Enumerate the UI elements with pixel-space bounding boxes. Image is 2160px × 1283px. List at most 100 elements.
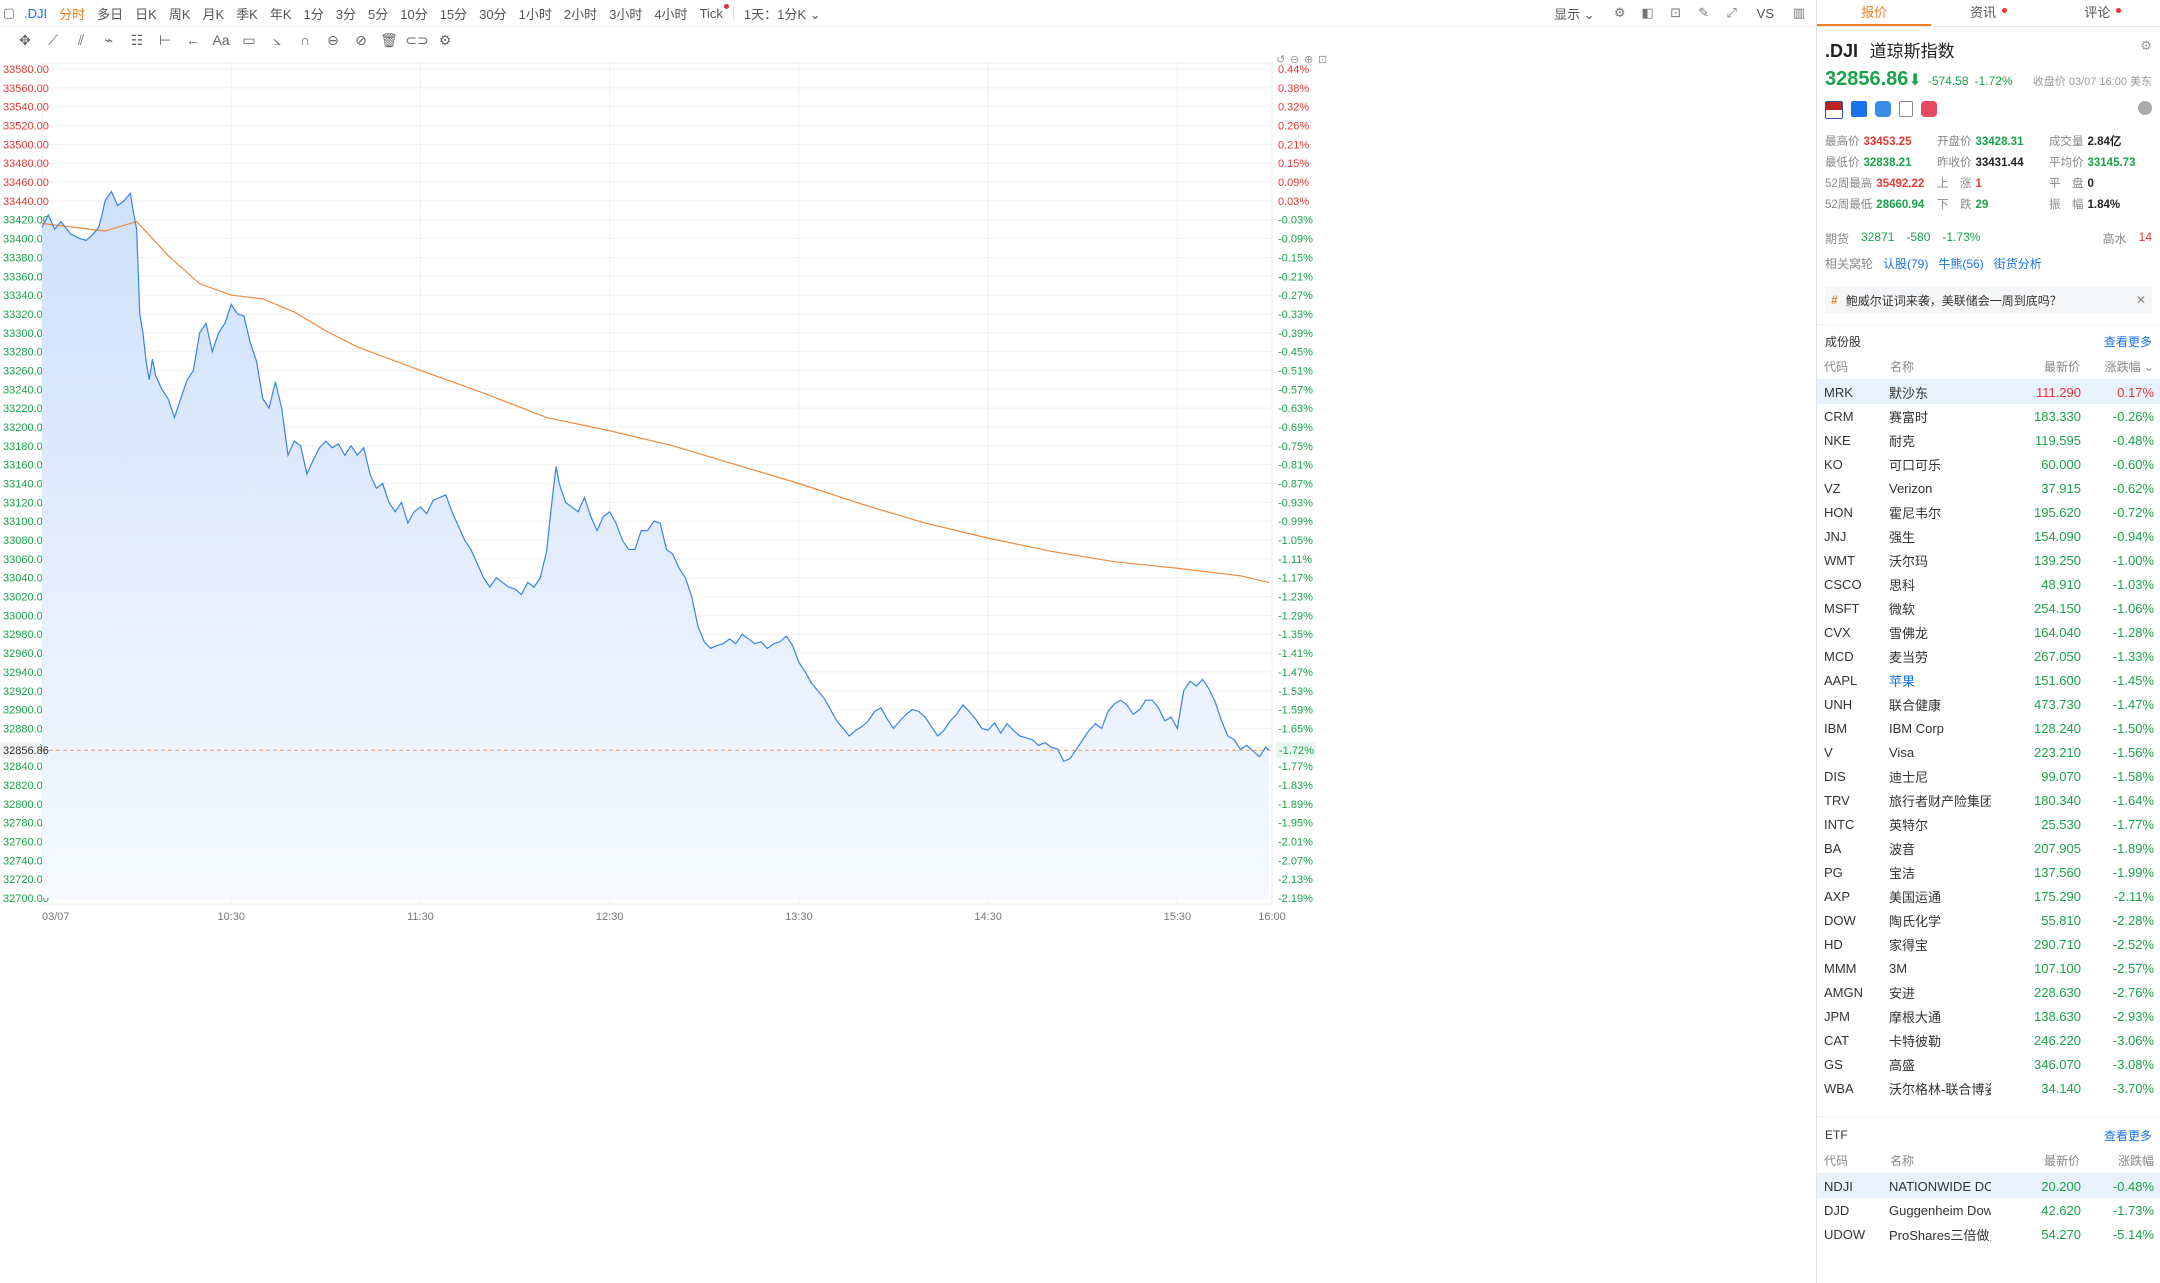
table-row[interactable]: HON 霍尼韦尔 195.620 -0.72% bbox=[1817, 500, 2160, 524]
interval-select[interactable]: 1天：1分K ⌄ bbox=[743, 6, 821, 22]
table-row[interactable]: MMM 3M 107.100 -2.57% bbox=[1817, 956, 2160, 980]
table-row[interactable]: KO 可口可乐 60.000 -0.60% bbox=[1817, 452, 2160, 476]
pen-icon[interactable]: ✎ bbox=[1698, 5, 1710, 20]
vs-button[interactable]: VS bbox=[1756, 5, 1774, 21]
period-tab[interactable]: 5分 bbox=[367, 6, 389, 22]
table-row[interactable]: JNJ 强生 154.090 -0.94% bbox=[1817, 524, 2160, 548]
table-row[interactable]: CVX 雪佛龙 164.040 -1.28% bbox=[1817, 620, 2160, 644]
arrow-tool-icon[interactable]: ← bbox=[186, 32, 200, 48]
period-tab[interactable]: 2小时 bbox=[563, 6, 598, 22]
favorite-icon[interactable] bbox=[1921, 101, 1937, 117]
table-row[interactable]: AAPL 苹果 151.600 -1.45% bbox=[1817, 668, 2160, 692]
zoom-control-icon[interactable]: ↺ bbox=[1276, 55, 1285, 66]
col-code[interactable]: 代码 bbox=[1817, 1147, 1889, 1174]
chat-icon[interactable] bbox=[1875, 101, 1891, 117]
table-row[interactable]: WBA 沃尔格林-联合博姿 34.140 -3.70% bbox=[1817, 1076, 2160, 1100]
tab-comments[interactable]: 评论 bbox=[2046, 0, 2160, 26]
news-banner[interactable]: # 鲍威尔证词来袭，美联储会一周到底吗？ ✕ bbox=[1825, 286, 2152, 314]
document-icon[interactable] bbox=[1899, 101, 1913, 117]
table-row[interactable]: INTC 英特尔 25.530 -1.77% bbox=[1817, 812, 2160, 836]
period-tab[interactable]: 日K bbox=[135, 6, 157, 22]
period-tab[interactable]: 10分 bbox=[400, 6, 428, 22]
table-row[interactable]: NKE 耐克 119.595 -0.48% bbox=[1817, 428, 2160, 452]
line-tool-icon[interactable]: ⟋ bbox=[48, 31, 58, 48]
table-row[interactable]: DOW 陶氏化学 55.810 -2.28% bbox=[1817, 908, 2160, 932]
trash-icon[interactable]: 🗑 bbox=[380, 31, 398, 48]
window-icon[interactable]: ▢ bbox=[2, 5, 16, 20]
period-tab[interactable]: 1分 bbox=[303, 6, 324, 22]
table-row[interactable]: AMGN 安进 228.630 -2.76% bbox=[1817, 980, 2160, 1004]
col-name[interactable]: 名称 bbox=[1889, 1147, 1991, 1174]
table-row[interactable]: DJD Guggenheim Dow 42.620 -1.73% bbox=[1817, 1198, 2160, 1222]
table-row[interactable]: WMT 沃尔玛 139.250 -1.00% bbox=[1817, 548, 2160, 572]
table-row[interactable]: VZ Verizon 37.915 -0.62% bbox=[1817, 476, 2160, 500]
display-dropdown[interactable]: 显示 ⌄ bbox=[1554, 6, 1595, 22]
intraday-chart[interactable]: 33580.00 0.44% 33560.00 0.38% 33540.00 0.32% 3… bbox=[0, 55, 1816, 1283]
col-price[interactable]: 最新价 bbox=[1991, 353, 2081, 380]
comment-tool-icon[interactable]: ▭ bbox=[242, 31, 256, 48]
split-icon[interactable]: ▥ bbox=[1792, 5, 1806, 20]
symbol-label[interactable]: .DJI bbox=[24, 5, 48, 21]
table-row[interactable]: GS 高盛 346.070 -3.08% bbox=[1817, 1052, 2160, 1076]
lightning-icon[interactable] bbox=[1851, 101, 1867, 117]
table-row[interactable]: CAT 卡特彼勒 246.220 -3.06% bbox=[1817, 1028, 2160, 1052]
ruler-icon[interactable]: ⦣ bbox=[272, 31, 282, 48]
link-icon[interactable]: ⊂⊃ bbox=[405, 31, 429, 48]
link-street-analysis[interactable]: 街货分析 bbox=[1993, 257, 2042, 271]
table-row[interactable]: IBM IBM Corp 128.240 -1.50% bbox=[1817, 716, 2160, 740]
col-price[interactable]: 最新价 bbox=[1991, 1147, 2081, 1174]
table-row[interactable]: HD 家得宝 290.710 -2.52% bbox=[1817, 932, 2160, 956]
layout-icon[interactable]: ◧ bbox=[1641, 5, 1654, 20]
link-call-warrants[interactable]: 认股(79) bbox=[1883, 257, 1929, 271]
link-cbbc[interactable]: 牛熊(56) bbox=[1938, 257, 1984, 271]
period-tab[interactable]: 月K bbox=[202, 6, 225, 22]
constituents-more-link[interactable]: 查看更多 bbox=[2103, 334, 2152, 349]
period-tab[interactable]: Tick bbox=[694, 3, 729, 21]
table-row[interactable]: MCD 麦当劳 267.050 -1.33% bbox=[1817, 644, 2160, 668]
table-row[interactable]: UNH 联合健康 473.730 -1.47% bbox=[1817, 692, 2160, 716]
table-row[interactable]: CRM 赛富时 183.330 -0.26% bbox=[1817, 404, 2160, 428]
measure-tool-icon[interactable]: ⊢ bbox=[158, 31, 172, 48]
period-tab[interactable]: 分时 bbox=[59, 6, 86, 22]
zoom-control-icon[interactable]: ⊡ bbox=[1318, 55, 1327, 66]
period-tab[interactable]: 15分 bbox=[439, 6, 468, 22]
camera-icon[interactable]: ⊡ bbox=[1670, 5, 1682, 20]
close-icon[interactable]: ✕ bbox=[2135, 293, 2146, 307]
news-text[interactable]: 鲍威尔证词来袭，美联储会一周到底吗？ bbox=[1845, 293, 2062, 308]
fullscreen-icon[interactable]: ⤢ bbox=[1726, 5, 1737, 20]
period-tab[interactable]: 季K bbox=[236, 6, 258, 22]
table-row[interactable]: MRK 默沙东 111.290 0.17% bbox=[1817, 379, 2160, 404]
col-change[interactable]: 涨跌幅 ⌄ bbox=[2081, 353, 2160, 380]
table-row[interactable]: BA 波音 207.905 -1.89% bbox=[1817, 836, 2160, 860]
period-tab[interactable]: 多日 bbox=[97, 6, 124, 22]
table-row[interactable]: AXP 美国运通 175.290 -2.11% bbox=[1817, 884, 2160, 908]
period-tab[interactable]: 周K bbox=[168, 6, 191, 22]
table-row[interactable]: CSCO 思科 48.910 -1.03% bbox=[1817, 572, 2160, 596]
etf-more-link[interactable]: 查看更多 bbox=[2103, 1128, 2152, 1143]
period-tab[interactable]: 年K bbox=[269, 6, 292, 22]
period-tab[interactable]: 4小时 bbox=[654, 6, 688, 22]
move-icon[interactable]: ✥ bbox=[19, 31, 31, 48]
col-name[interactable]: 名称 bbox=[1889, 353, 1991, 380]
tab-news[interactable]: 资讯 bbox=[1931, 0, 2045, 26]
table-row[interactable]: PG 宝洁 137.560 -1.99% bbox=[1817, 860, 2160, 884]
col-code[interactable]: 代码 bbox=[1817, 353, 1889, 380]
bell-icon[interactable] bbox=[2138, 101, 2152, 115]
magnet-icon[interactable]: ∩ bbox=[299, 32, 311, 48]
zoom-control-icon[interactable]: ⊕ bbox=[1304, 55, 1313, 66]
text-tool-icon[interactable]: Aa bbox=[212, 32, 230, 48]
settings-icon[interactable]: ⚙ bbox=[1613, 5, 1626, 20]
settings-icon[interactable]: ⚙ bbox=[2140, 38, 2152, 53]
lock-icon[interactable]: ⊖ bbox=[327, 31, 339, 48]
table-row[interactable]: DIS 迪士尼 99.070 -1.58% bbox=[1817, 764, 2160, 788]
table-row[interactable]: V Visa 223.210 -1.56% bbox=[1817, 740, 2160, 764]
period-tab[interactable]: 30分 bbox=[479, 6, 507, 22]
col-change[interactable]: 涨跌幅 bbox=[2081, 1147, 2160, 1174]
gear-small-icon[interactable]: ⚙ bbox=[438, 31, 452, 48]
period-tab[interactable]: 3小时 bbox=[609, 6, 643, 22]
channel-tool-icon[interactable]: ⫽ bbox=[77, 31, 85, 48]
table-row[interactable]: UDOW ProShares三倍做多 54.270 -5.14% bbox=[1817, 1222, 2160, 1246]
table-row[interactable]: MSFT 微软 254.150 -1.06% bbox=[1817, 596, 2160, 620]
tab-quote[interactable]: 报价 bbox=[1817, 0, 1932, 26]
